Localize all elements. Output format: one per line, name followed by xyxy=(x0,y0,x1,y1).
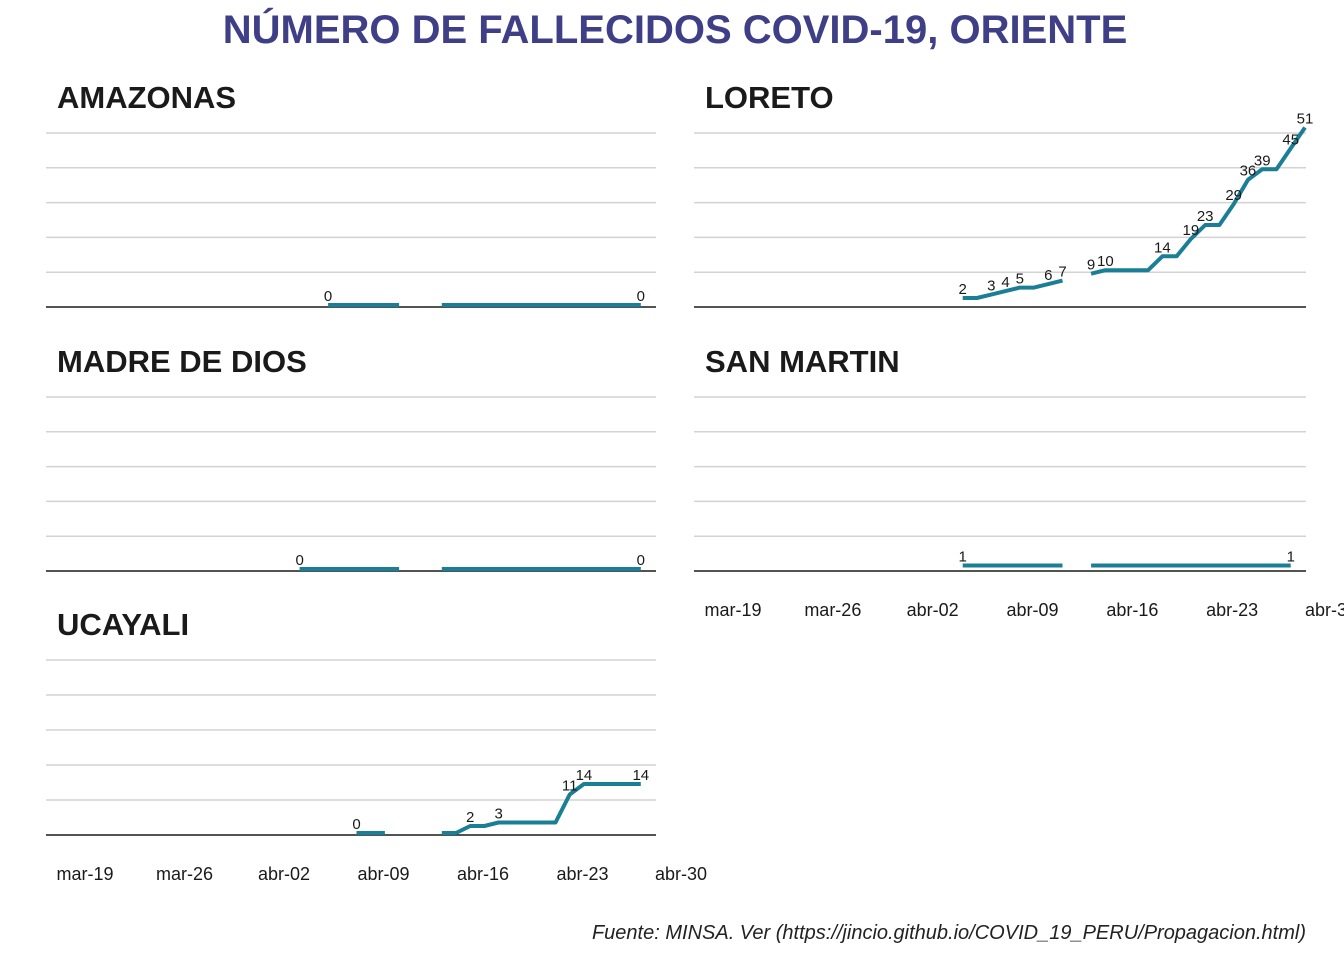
data-label: 4 xyxy=(1001,274,1009,291)
data-label: 14 xyxy=(632,767,649,784)
data-label: 7 xyxy=(1058,264,1066,281)
x-tick-label: abr-30 xyxy=(1305,600,1344,620)
chart-title: NÚMERO DE FALLECIDOS COVID-19, ORIENTE xyxy=(222,8,1128,52)
panel-title-madre-de-dios: MADRE DE DIOS xyxy=(57,344,307,379)
data-label: 10 xyxy=(1097,253,1114,270)
data-label: 9 xyxy=(1087,257,1095,274)
data-label: 0 xyxy=(324,288,332,305)
data-label: 11 xyxy=(562,778,578,795)
panel-title-amazonas: AMAZONAS xyxy=(57,80,236,115)
x-tick-label: mar-26 xyxy=(804,600,861,620)
data-label: 14 xyxy=(576,767,593,784)
x-tick-label: abr-02 xyxy=(907,600,959,620)
data-label: 6 xyxy=(1044,267,1052,284)
data-label: 45 xyxy=(1282,131,1299,148)
panel-title-san-martin: SAN MARTIN xyxy=(705,344,900,379)
data-label: 2 xyxy=(959,281,967,298)
x-tick-label: abr-02 xyxy=(258,864,310,884)
x-tick-label: mar-26 xyxy=(156,864,213,884)
x-tick-label: abr-09 xyxy=(1006,600,1058,620)
x-tick-label: abr-23 xyxy=(1206,600,1258,620)
data-label: 29 xyxy=(1225,187,1242,204)
data-label: 0 xyxy=(295,552,303,569)
data-label: 1 xyxy=(1287,549,1295,566)
panel-title-loreto: LORETO xyxy=(705,80,834,115)
x-tick-label: abr-16 xyxy=(1106,600,1158,620)
data-label: 0 xyxy=(637,288,645,305)
data-label: 51 xyxy=(1297,111,1314,128)
source-caption: Fuente: MINSA. Ver (https://jincio.githu… xyxy=(591,922,1306,944)
data-label: 23 xyxy=(1197,208,1214,225)
x-tick-label: abr-09 xyxy=(357,864,409,884)
panel-title-ucayali: UCAYALI xyxy=(57,607,189,642)
x-tick-label: abr-23 xyxy=(556,864,608,884)
series-line-loreto xyxy=(1090,126,1307,276)
data-label: 3 xyxy=(987,278,995,295)
data-label: 0 xyxy=(637,552,645,569)
data-label: 5 xyxy=(1016,271,1024,288)
data-label: 0 xyxy=(352,816,360,833)
data-label: 2 xyxy=(466,809,474,826)
data-label: 36 xyxy=(1240,163,1257,180)
x-tick-label: mar-19 xyxy=(704,600,761,620)
data-label: 3 xyxy=(494,806,502,823)
series-line-ucayali xyxy=(441,782,641,835)
data-label: 19 xyxy=(1183,222,1200,239)
data-label: 14 xyxy=(1154,239,1171,256)
data-label: 39 xyxy=(1254,152,1271,169)
x-tick-label: abr-16 xyxy=(457,864,509,884)
data-label: 1 xyxy=(959,549,967,566)
x-tick-label: mar-19 xyxy=(56,864,113,884)
x-tick-label: abr-30 xyxy=(655,864,707,884)
series-line-loreto xyxy=(962,278,1063,300)
